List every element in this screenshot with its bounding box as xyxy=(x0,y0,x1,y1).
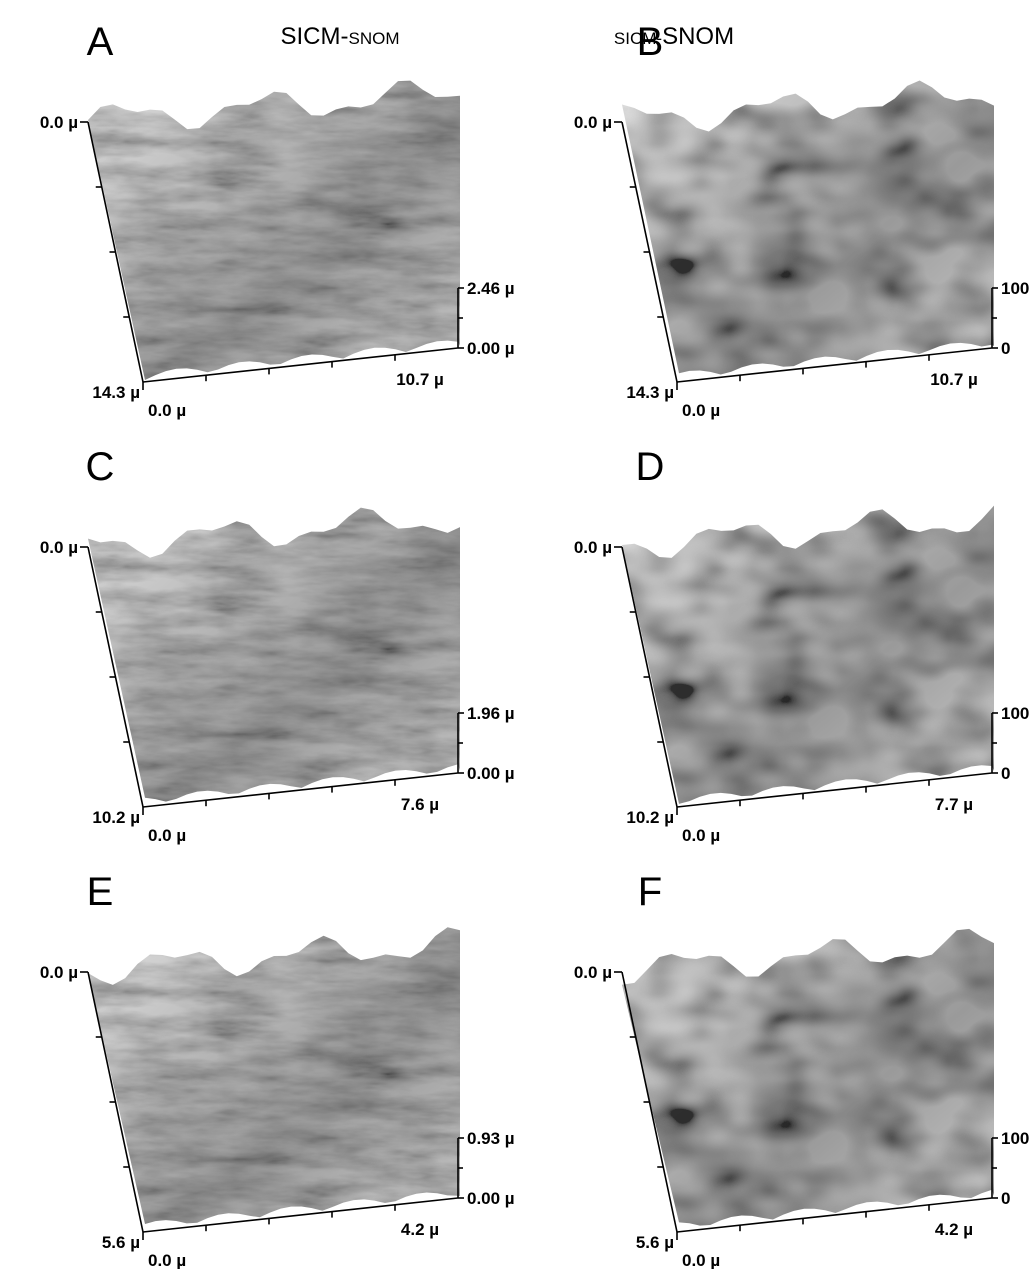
z-bottom-label: 0 xyxy=(1001,339,1010,358)
panel-letter: A xyxy=(87,20,114,64)
x-end-label: 4.2 µ xyxy=(935,1220,973,1239)
z-top-label: 100 xyxy=(1001,704,1029,723)
x-axis xyxy=(676,772,993,808)
y-top-label: 0.0 µ xyxy=(574,113,612,132)
surface-texture xyxy=(88,507,460,802)
surface-texture xyxy=(622,505,994,804)
y-bottom-label: 10.2 µ xyxy=(92,808,140,827)
x-axis xyxy=(142,347,459,383)
y-top-label: 0.0 µ xyxy=(40,113,78,132)
x-end-label: 7.6 µ xyxy=(401,795,439,814)
panel: A SICM-SNOM 0.0 µ 14.3 µ 0.0 µ 10.7 µ 2.46 µ 0.… xyxy=(40,20,515,420)
panel-letter: B xyxy=(637,20,664,64)
z-top-label: 100 xyxy=(1001,279,1029,298)
x-end-label: 10.7 µ xyxy=(930,370,978,389)
y-top-label: 0.0 µ xyxy=(40,963,78,982)
surface-texture xyxy=(88,80,460,380)
panel-letter: C xyxy=(86,445,115,489)
x-start-label: 0.0 µ xyxy=(682,1251,720,1269)
z-top-label: 0.93 µ xyxy=(467,1129,515,1148)
surface-texture xyxy=(622,928,994,1226)
z-bottom-label: 0.00 µ xyxy=(467,339,515,358)
z-bottom-label: 0.00 µ xyxy=(467,764,515,783)
surface xyxy=(622,505,994,804)
x-end-label: 10.7 µ xyxy=(396,370,444,389)
y-bottom-label: 5.6 µ xyxy=(102,1233,140,1252)
x-axis xyxy=(676,1197,993,1233)
z-top-label: 2.46 µ xyxy=(467,279,515,298)
panel-title: SICM-SNOM xyxy=(614,23,734,50)
panel: C 0.0 µ 10.2 µ 0.0 µ 7.6 µ 1.96 µ 0.00 µ xyxy=(40,445,515,845)
y-bottom-label: 10.2 µ xyxy=(626,808,674,827)
x-axis xyxy=(142,1197,459,1233)
y-top-label: 0.0 µ xyxy=(574,963,612,982)
x-start-label: 0.0 µ xyxy=(682,401,720,420)
z-top-label: 100 xyxy=(1001,1129,1029,1148)
y-top-label: 0.0 µ xyxy=(574,538,612,557)
x-axis xyxy=(676,347,993,383)
title-part: SNOM xyxy=(662,23,734,50)
z-bottom-label: 0 xyxy=(1001,764,1010,783)
surface xyxy=(622,80,994,375)
panel-title: SICM-SNOM xyxy=(281,23,400,50)
x-start-label: 0.0 µ xyxy=(148,826,186,845)
y-bottom-label: 14.3 µ xyxy=(626,383,674,402)
x-start-label: 0.0 µ xyxy=(148,1251,186,1269)
x-end-label: 4.2 µ xyxy=(401,1220,439,1239)
panel-letter: D xyxy=(636,445,665,489)
surface xyxy=(622,928,994,1226)
title-part: SNOM xyxy=(349,29,400,48)
y-bottom-label: 14.3 µ xyxy=(92,383,140,402)
z-top-label: 1.96 µ xyxy=(467,704,515,723)
surface-texture xyxy=(88,927,460,1224)
panel: D 0.0 µ 10.2 µ 0.0 µ 7.7 µ 100 0 xyxy=(574,445,1030,845)
panel-letter: E xyxy=(87,870,114,914)
y-bottom-label: 5.6 µ xyxy=(636,1233,674,1252)
title-part: SICM- xyxy=(281,23,349,50)
x-start-label: 0.0 µ xyxy=(682,826,720,845)
panel: E 0.0 µ 5.6 µ 0.0 µ 4.2 µ 0.93 µ 0.00 µ xyxy=(40,870,515,1270)
y-top-label: 0.0 µ xyxy=(40,538,78,557)
surface xyxy=(88,927,460,1224)
surface-texture xyxy=(622,80,994,375)
title-part: SICM- xyxy=(614,29,662,48)
z-bottom-label: 0.00 µ xyxy=(467,1189,515,1208)
x-end-label: 7.7 µ xyxy=(935,795,973,814)
x-axis xyxy=(142,772,459,808)
surface xyxy=(88,507,460,802)
z-bottom-label: 0 xyxy=(1001,1189,1010,1208)
panel-letter: F xyxy=(638,870,662,914)
x-start-label: 0.0 µ xyxy=(148,401,186,420)
panel: F 0.0 µ 5.6 µ 0.0 µ 4.2 µ 100 0 xyxy=(574,870,1030,1270)
surface xyxy=(88,80,460,380)
